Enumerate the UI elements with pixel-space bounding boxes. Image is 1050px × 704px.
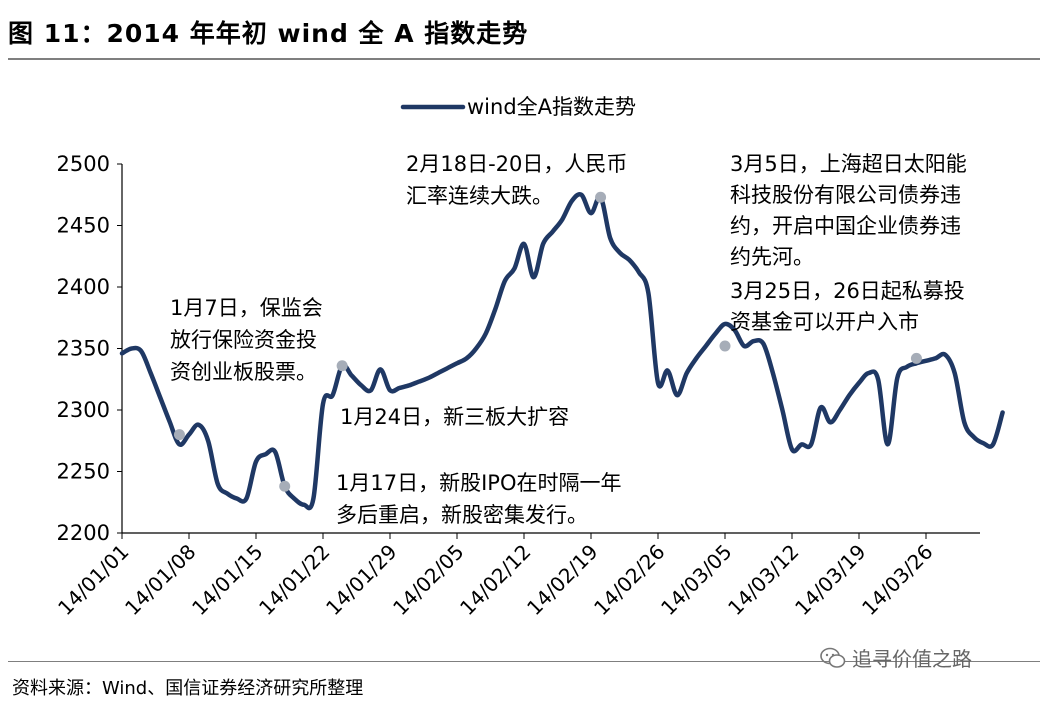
annotation-line: 资基金可以开户入市 (730, 310, 919, 334)
annotation-line: 科技股份有限公司债券违 (730, 183, 961, 207)
y-tick-label: 2300 (57, 398, 110, 422)
x-tick-label: 14/01/15 (187, 540, 267, 620)
line-chart: 250024502400235023002250220014/01/0114/0… (53, 95, 1005, 620)
annotation-line: 1月24日，新三板大扩容 (340, 405, 569, 429)
annotation-line: 约，开启中国企业债券违 (730, 214, 961, 238)
annotation-line: 多后重启，新股密集发行。 (336, 503, 588, 527)
annotation-line: 约先河。 (730, 245, 814, 269)
watermark-text: 追寻价值之路 (852, 647, 972, 671)
legend-label: wind全A指数走势 (467, 95, 636, 119)
annotation-line: 1月17日，新股IPO在时隔一年 (336, 471, 621, 495)
x-tick-label: 14/03/26 (857, 540, 937, 620)
watermark: 追寻价值之路 (820, 643, 972, 672)
y-tick-label: 2200 (57, 521, 110, 545)
annotation-line: 资创业板股票。 (170, 360, 317, 384)
y-tick-label: 2250 (57, 460, 110, 484)
x-tick-label: 14/03/19 (790, 540, 870, 620)
x-tick-label: 14/02/12 (455, 540, 535, 620)
annotation-line: 2月18日-20日，人民币 (406, 152, 627, 176)
annotation-line: 汇率连续大跌。 (406, 184, 553, 208)
y-tick-label: 2400 (57, 275, 110, 299)
title-divider (8, 58, 1040, 60)
annotation-line: 放行保险资金投 (170, 328, 317, 352)
series-line-wind-a (119, 192, 1005, 511)
event-marker (595, 191, 607, 203)
annotation-line: 3月5日，上海超日太阳能 (730, 152, 967, 176)
y-tick-label: 2500 (57, 152, 110, 176)
annotation-line: 1月7日，保监会 (170, 296, 323, 320)
y-tick-label: 2350 (57, 337, 110, 361)
event-marker (910, 352, 922, 364)
x-tick-label: 14/01/22 (254, 540, 334, 620)
x-tick-label: 14/02/19 (522, 540, 602, 620)
x-tick-label: 14/01/01 (53, 540, 133, 620)
event-marker (719, 340, 731, 352)
event-marker (173, 429, 185, 441)
x-tick-label: 14/03/05 (656, 540, 736, 620)
footer-divider (8, 661, 1040, 662)
event-marker (336, 360, 348, 372)
wechat-icon (820, 647, 846, 668)
x-tick-label: 14/02/26 (589, 540, 669, 620)
x-tick-label: 14/01/08 (120, 540, 200, 620)
figure-title: 图 11：2014 年年初 wind 全 A 指数走势 (8, 19, 529, 48)
y-tick-label: 2450 (57, 214, 110, 238)
x-tick-label: 14/02/05 (388, 540, 468, 620)
event-marker (279, 480, 291, 492)
x-tick-label: 14/03/12 (723, 540, 803, 620)
x-tick-label: 14/01/29 (321, 540, 401, 620)
source-note: 资料来源：Wind、国信证券经济研究所整理 (12, 678, 364, 699)
annotation-line: 3月25日，26日起私募投 (730, 279, 965, 303)
